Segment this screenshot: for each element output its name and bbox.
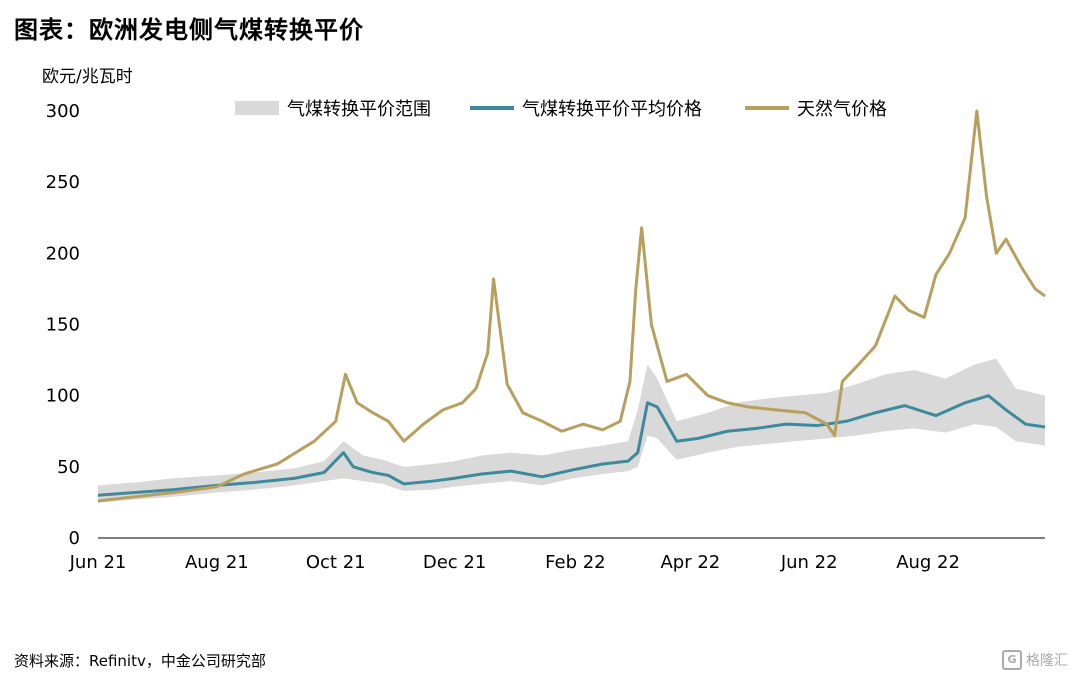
y-axis: 0 50 100 150 200 250 300 <box>46 101 80 549</box>
y-tick-label: 0 <box>69 528 80 549</box>
x-tick-label: Feb 22 <box>545 552 606 573</box>
legend-label: 气煤转换平价范围 <box>287 99 431 120</box>
y-tick-label: 300 <box>46 101 80 122</box>
x-tick-label: Aug 22 <box>896 552 960 573</box>
x-tick-label: Dec 21 <box>423 552 486 573</box>
x-tick-label: Jun 22 <box>780 552 838 573</box>
series-line-average <box>97 394 1046 497</box>
y-tick-label: 150 <box>46 315 80 336</box>
x-tick-label: Aug 21 <box>185 552 249 573</box>
legend-item-band: 气煤转换平价范围 <box>235 99 431 120</box>
watermark: G 格隆汇 <box>1002 650 1068 670</box>
watermark-logo-icon: G <box>1002 650 1022 670</box>
legend-swatch <box>235 101 279 115</box>
series-band-area <box>98 358 1045 503</box>
x-axis: Jun 21 Aug 21 Oct 21 Dec 21 Feb 22 Apr 22 Jun … <box>69 537 1045 573</box>
plot-area <box>97 109 1046 503</box>
watermark-text: 格隆汇 <box>1026 653 1068 669</box>
chart-title: 图表：欧洲发电侧气煤转换平价 <box>14 16 364 44</box>
legend-label: 天然气价格 <box>797 99 887 120</box>
source-note: 资料来源：Refinitv，中金公司研究部 <box>14 652 266 670</box>
y-axis-unit-label: 欧元/兆瓦时 <box>42 67 133 87</box>
x-tick-label: Jun 21 <box>69 552 127 573</box>
legend-item-average: 气煤转换平价平均价格 <box>470 99 702 120</box>
y-tick-label: 50 <box>57 457 80 478</box>
series-line-gas-price <box>97 109 1046 503</box>
y-tick-label: 100 <box>46 386 80 407</box>
y-tick-label: 250 <box>46 172 80 193</box>
legend-item-gas-price: 天然气价格 <box>745 99 887 120</box>
legend-label: 气煤转换平价平均价格 <box>522 99 702 120</box>
x-tick-label: Apr 22 <box>660 552 720 573</box>
x-tick-label: Oct 21 <box>306 552 366 573</box>
legend: 气煤转换平价范围 气煤转换平价平均价格 天然气价格 <box>235 99 887 120</box>
y-tick-label: 200 <box>46 243 80 264</box>
